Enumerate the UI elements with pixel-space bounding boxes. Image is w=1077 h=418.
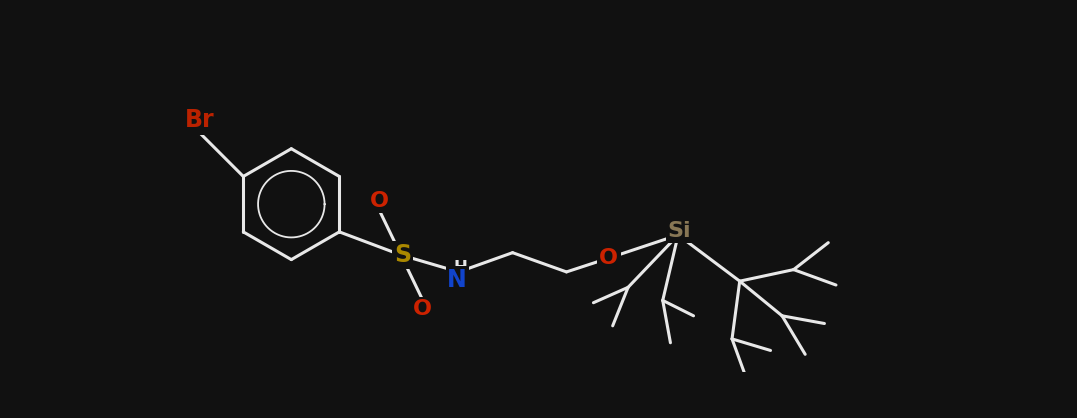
Text: Si: Si [668,221,691,241]
Text: S: S [394,243,411,267]
Text: N: N [447,268,467,292]
Text: Br: Br [184,108,214,132]
Text: N: N [448,268,466,288]
Text: H: H [453,259,467,277]
Text: H: H [453,263,466,278]
Text: O: O [599,248,618,268]
Text: O: O [412,299,432,319]
Text: O: O [369,191,389,211]
